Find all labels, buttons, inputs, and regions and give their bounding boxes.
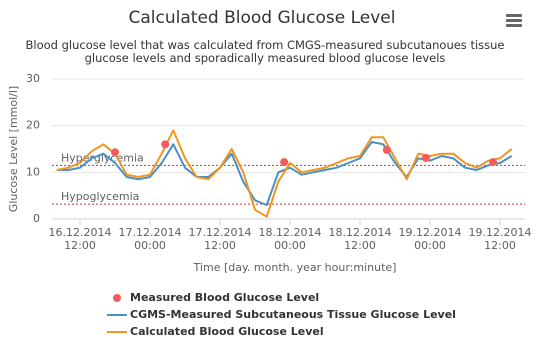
- data-point: [111, 148, 120, 157]
- x-tick-label-line: 19.12.2014: [469, 226, 532, 239]
- x-tick-label-line: 00:00: [414, 239, 446, 252]
- legend-label[interactable]: CGMS-Measured Subcutaneous Tissue Glucos…: [130, 308, 456, 321]
- y-tick-label: 30: [26, 72, 40, 85]
- x-axis-label: Time [day. month. year hour:minute]: [193, 261, 397, 274]
- data-point: [280, 158, 289, 167]
- legend-label[interactable]: Measured Blood Glucose Level: [130, 291, 319, 304]
- data-point: [382, 145, 391, 154]
- x-tick-label-line: 12:00: [204, 239, 236, 252]
- data-point: [161, 140, 170, 149]
- x-tick-label: 19.12.2014 12:00: [469, 226, 532, 252]
- y-tick-label: 20: [26, 119, 40, 132]
- legend-marker: [113, 294, 121, 302]
- x-tick-label-line: 00:00: [274, 239, 306, 252]
- chart-subtitle: Blood glucose level that was calculated …: [25, 38, 505, 65]
- x-tick-label: 17.12.2014 00:00: [119, 226, 182, 252]
- x-tick-label: 18.12.2014 00:00: [259, 226, 322, 252]
- x-tick-label: 18.12.2014 12:00: [329, 226, 392, 252]
- x-tick-label-line: 18.12.2014: [329, 226, 392, 239]
- x-tick-label-line: 00:00: [134, 239, 166, 252]
- chart-title: Calculated Blood Glucose Level: [129, 8, 396, 28]
- x-tick-label-line: 12:00: [344, 239, 376, 252]
- x-tick-label-line: 12:00: [484, 239, 516, 252]
- x-tick-label-line: 12:00: [64, 239, 96, 252]
- data-point: [489, 158, 498, 167]
- y-tick-label: 0: [33, 212, 40, 225]
- data-line: [56, 129, 513, 218]
- x-tick-label-line: 17.12.2014: [189, 226, 252, 239]
- x-tick-label: 16.12.2014 12:00: [49, 226, 112, 252]
- legend-label[interactable]: Calculated Blood Glucose Level: [130, 325, 324, 338]
- x-tick-label-line: 17.12.2014: [119, 226, 182, 239]
- y-tick-label: 10: [26, 165, 40, 178]
- x-tick-label-line: 19.12.2014: [399, 226, 462, 239]
- y-axis-label: Glucose Level [mmol/l]: [7, 86, 20, 212]
- x-tick-label-line: 18.12.2014: [259, 226, 322, 239]
- x-tick-label: 19.12.2014 00:00: [399, 226, 462, 252]
- plot-line-label: Hypoglycemia: [61, 190, 139, 203]
- menu-button[interactable]: [506, 14, 522, 27]
- data-line: [56, 141, 513, 206]
- x-tick-label-line: 16.12.2014: [49, 226, 112, 239]
- data-point: [421, 153, 430, 162]
- x-tick-label: 17.12.2014 12:00: [189, 226, 252, 252]
